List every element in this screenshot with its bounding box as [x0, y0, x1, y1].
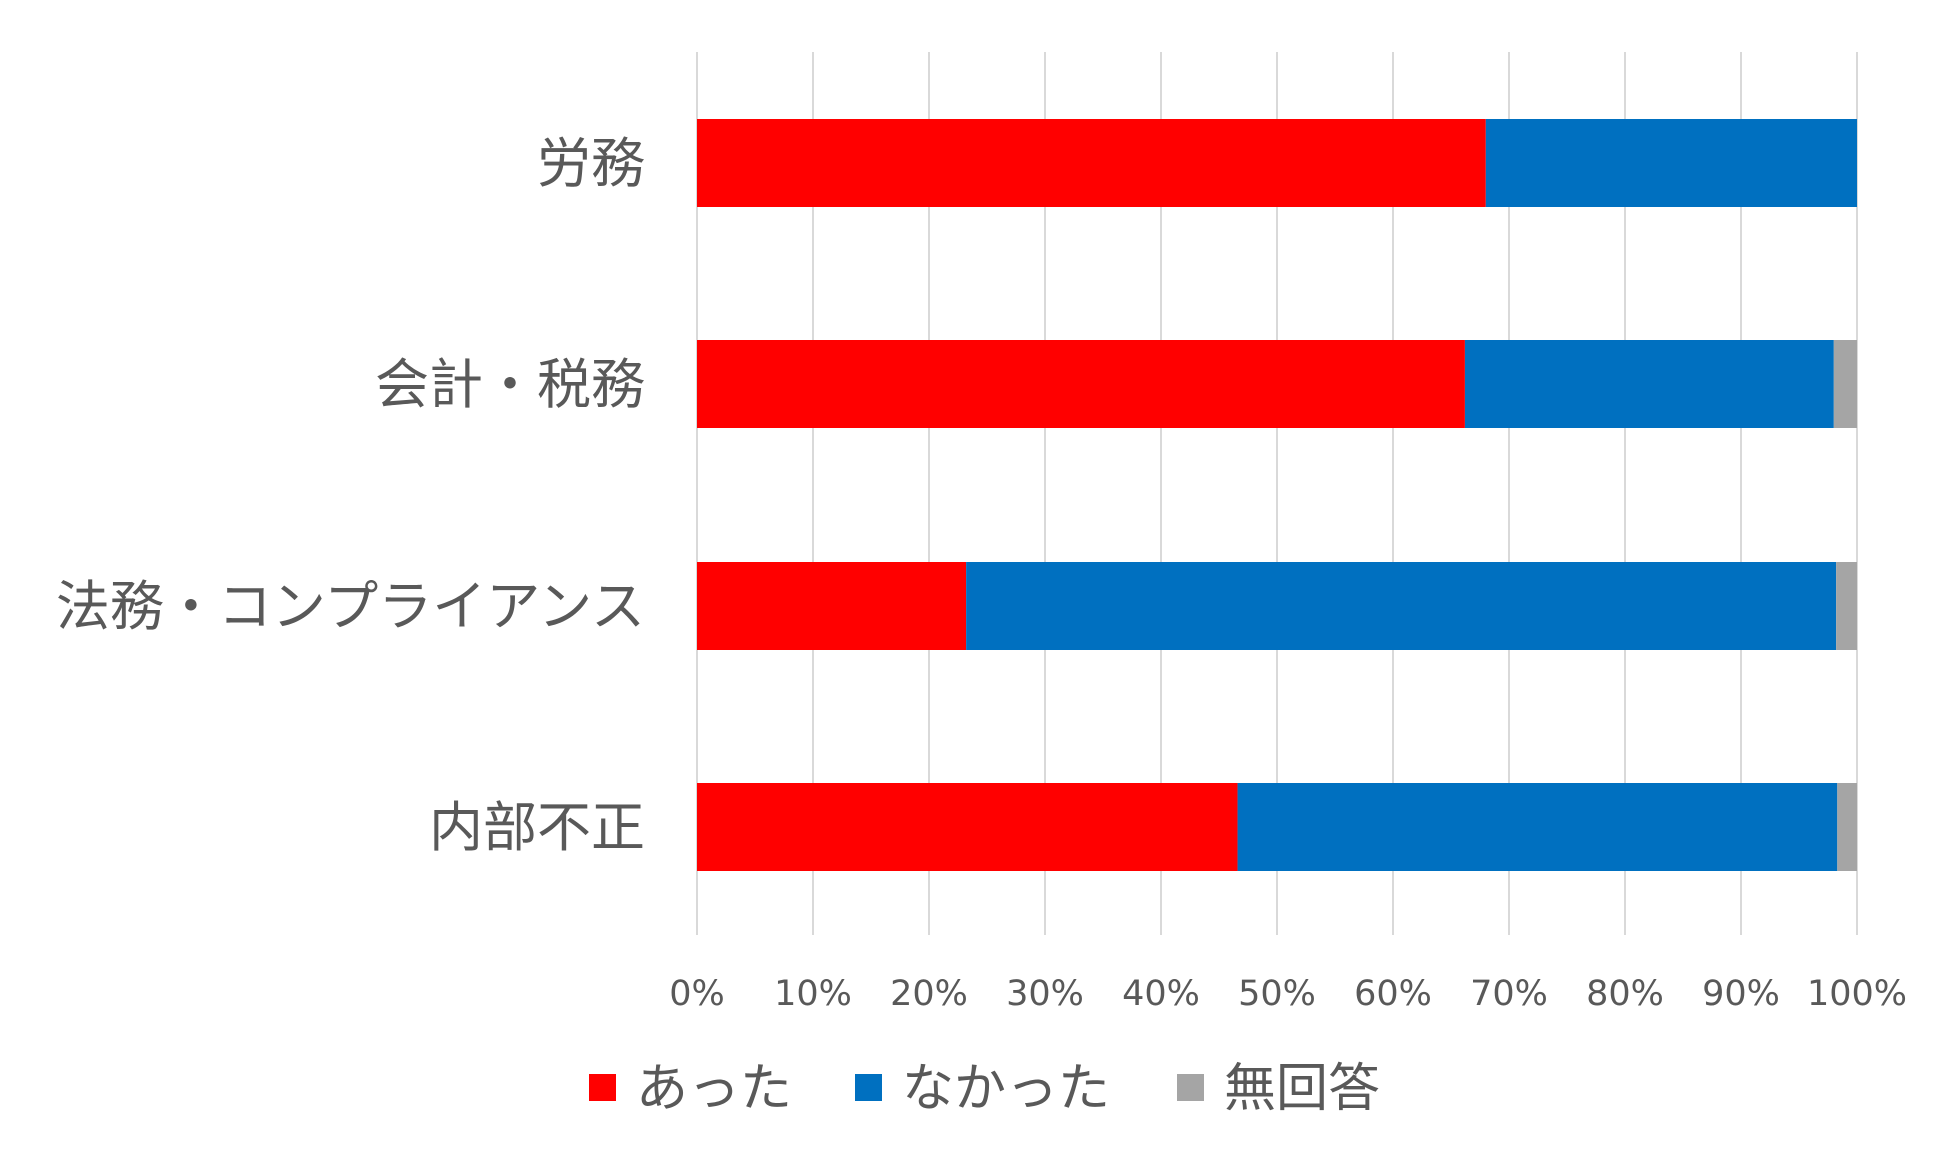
x-tick-label: 100%: [1807, 974, 1907, 1014]
x-tick-label: 0%: [669, 974, 725, 1014]
bar-segment: [1837, 783, 1857, 871]
legend: あった なかった 無回答: [589, 1059, 1380, 1119]
bar-segment: [1464, 340, 1834, 428]
bar-segment: [697, 119, 1486, 207]
x-tick-label: 30%: [1006, 974, 1084, 1014]
x-tick-label: 50%: [1238, 974, 1316, 1014]
legend-label: 無回答: [1224, 1059, 1380, 1119]
bar-segment: [1237, 783, 1838, 871]
x-tick-label: 70%: [1470, 974, 1548, 1014]
bar-segment: [697, 783, 1238, 871]
x-tick-label: 60%: [1354, 974, 1432, 1014]
legend-label: あった: [636, 1059, 792, 1119]
x-tick-labels: 0% 10% 20% 30% 40% 50% 60% 70% 80% 90% 100%: [669, 974, 1907, 1014]
legend-swatch: [589, 1074, 616, 1101]
bar-segment: [697, 562, 967, 650]
bar-segment: [966, 562, 1837, 650]
x-tick-label: 20%: [890, 974, 968, 1014]
category-label: 労務: [537, 132, 645, 195]
legend-swatch: [1177, 1074, 1204, 1101]
x-tick-label: 10%: [774, 974, 852, 1014]
bars: [697, 119, 1857, 871]
category-label: 会計・税務: [375, 353, 645, 416]
bar-segment: [1833, 340, 1857, 428]
legend-label: なかった: [902, 1059, 1110, 1119]
x-tick-label: 40%: [1122, 974, 1200, 1014]
bar-segment: [1836, 562, 1857, 650]
x-tick-label: 80%: [1586, 974, 1664, 1014]
bar-segment: [697, 340, 1465, 428]
legend-swatch: [855, 1074, 882, 1101]
category-label: 法務・コンプライアンス: [56, 575, 645, 638]
x-tick-label: 90%: [1702, 974, 1780, 1014]
bar-segment: [1485, 119, 1857, 207]
category-label: 内部不正: [429, 796, 645, 859]
